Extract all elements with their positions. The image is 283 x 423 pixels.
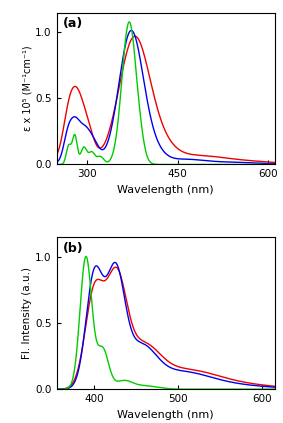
Y-axis label: ε x 10⁵ (M⁻¹cm⁻¹): ε x 10⁵ (M⁻¹cm⁻¹) — [22, 46, 33, 132]
Y-axis label: Fl. Intensity (a.u.): Fl. Intensity (a.u.) — [22, 267, 33, 359]
Text: (a): (a) — [63, 17, 83, 30]
X-axis label: Wavelength (nm): Wavelength (nm) — [117, 185, 214, 195]
Text: (b): (b) — [63, 242, 84, 255]
X-axis label: Wavelength (nm): Wavelength (nm) — [117, 409, 214, 420]
